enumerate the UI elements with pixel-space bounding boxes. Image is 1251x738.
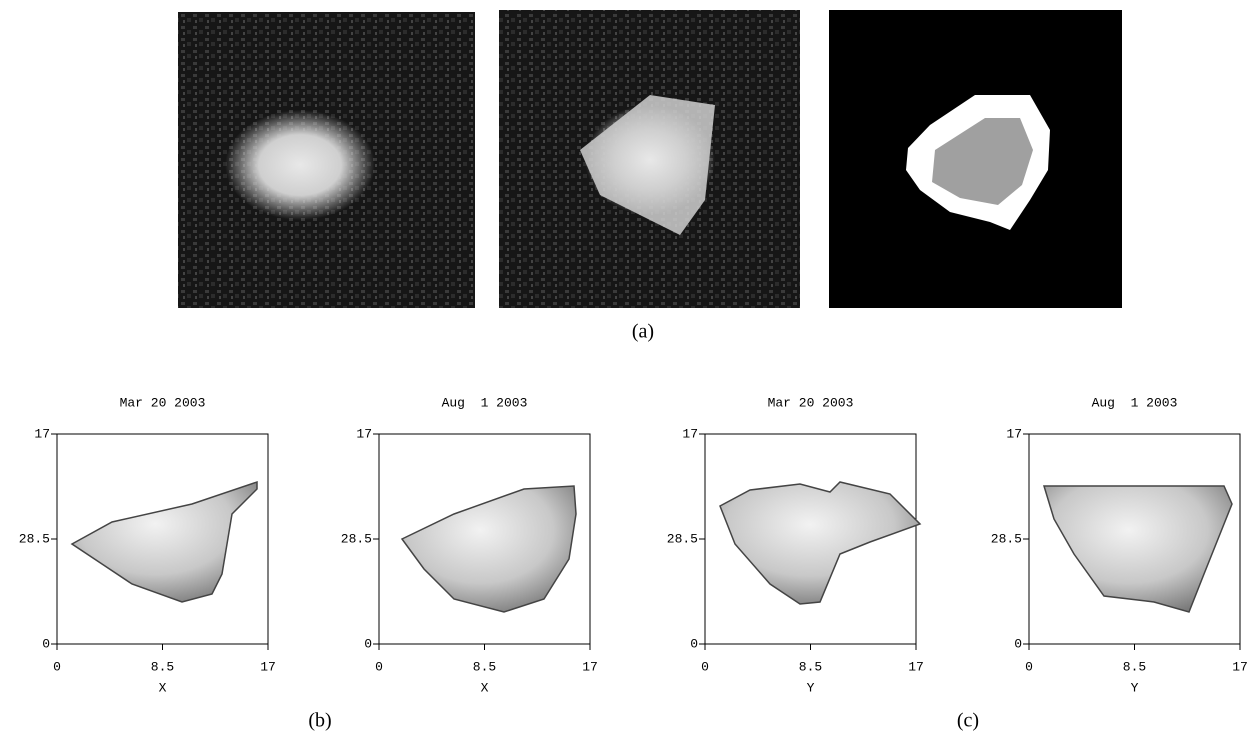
- x-axis-label: Y: [807, 680, 815, 695]
- x-tick-label: 8.5: [799, 659, 822, 674]
- x-tick-label: 8.5: [151, 659, 174, 674]
- y-tick-label: 0: [1014, 636, 1022, 651]
- plot-panel: Aug 1 2003 17 28.5 00 8.5 17 Y: [991, 395, 1248, 695]
- x-axis-label: X: [481, 680, 489, 695]
- x-tick-label: 17: [260, 659, 276, 674]
- plot-title: Mar 20 2003: [120, 395, 206, 410]
- surface-render: [402, 486, 576, 612]
- y-tick-label: 0: [364, 636, 372, 651]
- y-tick-label: 17: [34, 426, 50, 441]
- plot-title: Aug 1 2003: [1092, 395, 1178, 410]
- plot-title: Aug 1 2003: [442, 395, 528, 410]
- x-tick-label: 0: [53, 659, 61, 674]
- surface-render: [72, 482, 257, 602]
- caption: (b): [308, 710, 331, 732]
- figure: Mar 20 20031728.5008.517XAug 1 20031728.…: [0, 0, 1251, 738]
- y-tick-label: 28.5: [667, 531, 698, 546]
- plot-panel: Aug 1 2003 17 28.5 00 8.5 17 X: [341, 395, 598, 695]
- plot-panel: Mar 20 2003 17 28.5 00 8.5 17 Y: [667, 395, 924, 695]
- y-tick-label: 0: [690, 636, 698, 651]
- y-tick-label: 0: [42, 636, 50, 651]
- y-tick-label: 28.5: [19, 531, 50, 546]
- caption: (a): [632, 321, 654, 343]
- y-tick-label: 17: [1006, 426, 1022, 441]
- y-tick-label: 28.5: [341, 531, 372, 546]
- x-tick-label: 0: [1025, 659, 1033, 674]
- x-axis-label: Y: [1131, 680, 1139, 695]
- image-a1: [178, 12, 475, 308]
- y-tick-label: 17: [356, 426, 372, 441]
- y-tick-label: 17: [682, 426, 698, 441]
- plot-panel: Mar 20 2003 17 28.5 00 8.5 17 X: [19, 395, 276, 695]
- image-a2: [499, 10, 800, 308]
- plot-title: Mar 20 2003: [768, 395, 854, 410]
- surface-render: [1044, 486, 1232, 612]
- image-a3: [829, 10, 1122, 308]
- x-tick-label: 17: [1232, 659, 1248, 674]
- x-tick-label: 17: [582, 659, 598, 674]
- x-axis-label: X: [159, 680, 167, 695]
- x-tick-label: 17: [908, 659, 924, 674]
- y-tick-label: 28.5: [991, 531, 1022, 546]
- surface-render: [720, 482, 920, 604]
- x-tick-label: 0: [375, 659, 383, 674]
- caption: (c): [957, 710, 979, 732]
- x-tick-label: 0: [701, 659, 709, 674]
- x-tick-label: 8.5: [1123, 659, 1146, 674]
- x-tick-label: 8.5: [473, 659, 496, 674]
